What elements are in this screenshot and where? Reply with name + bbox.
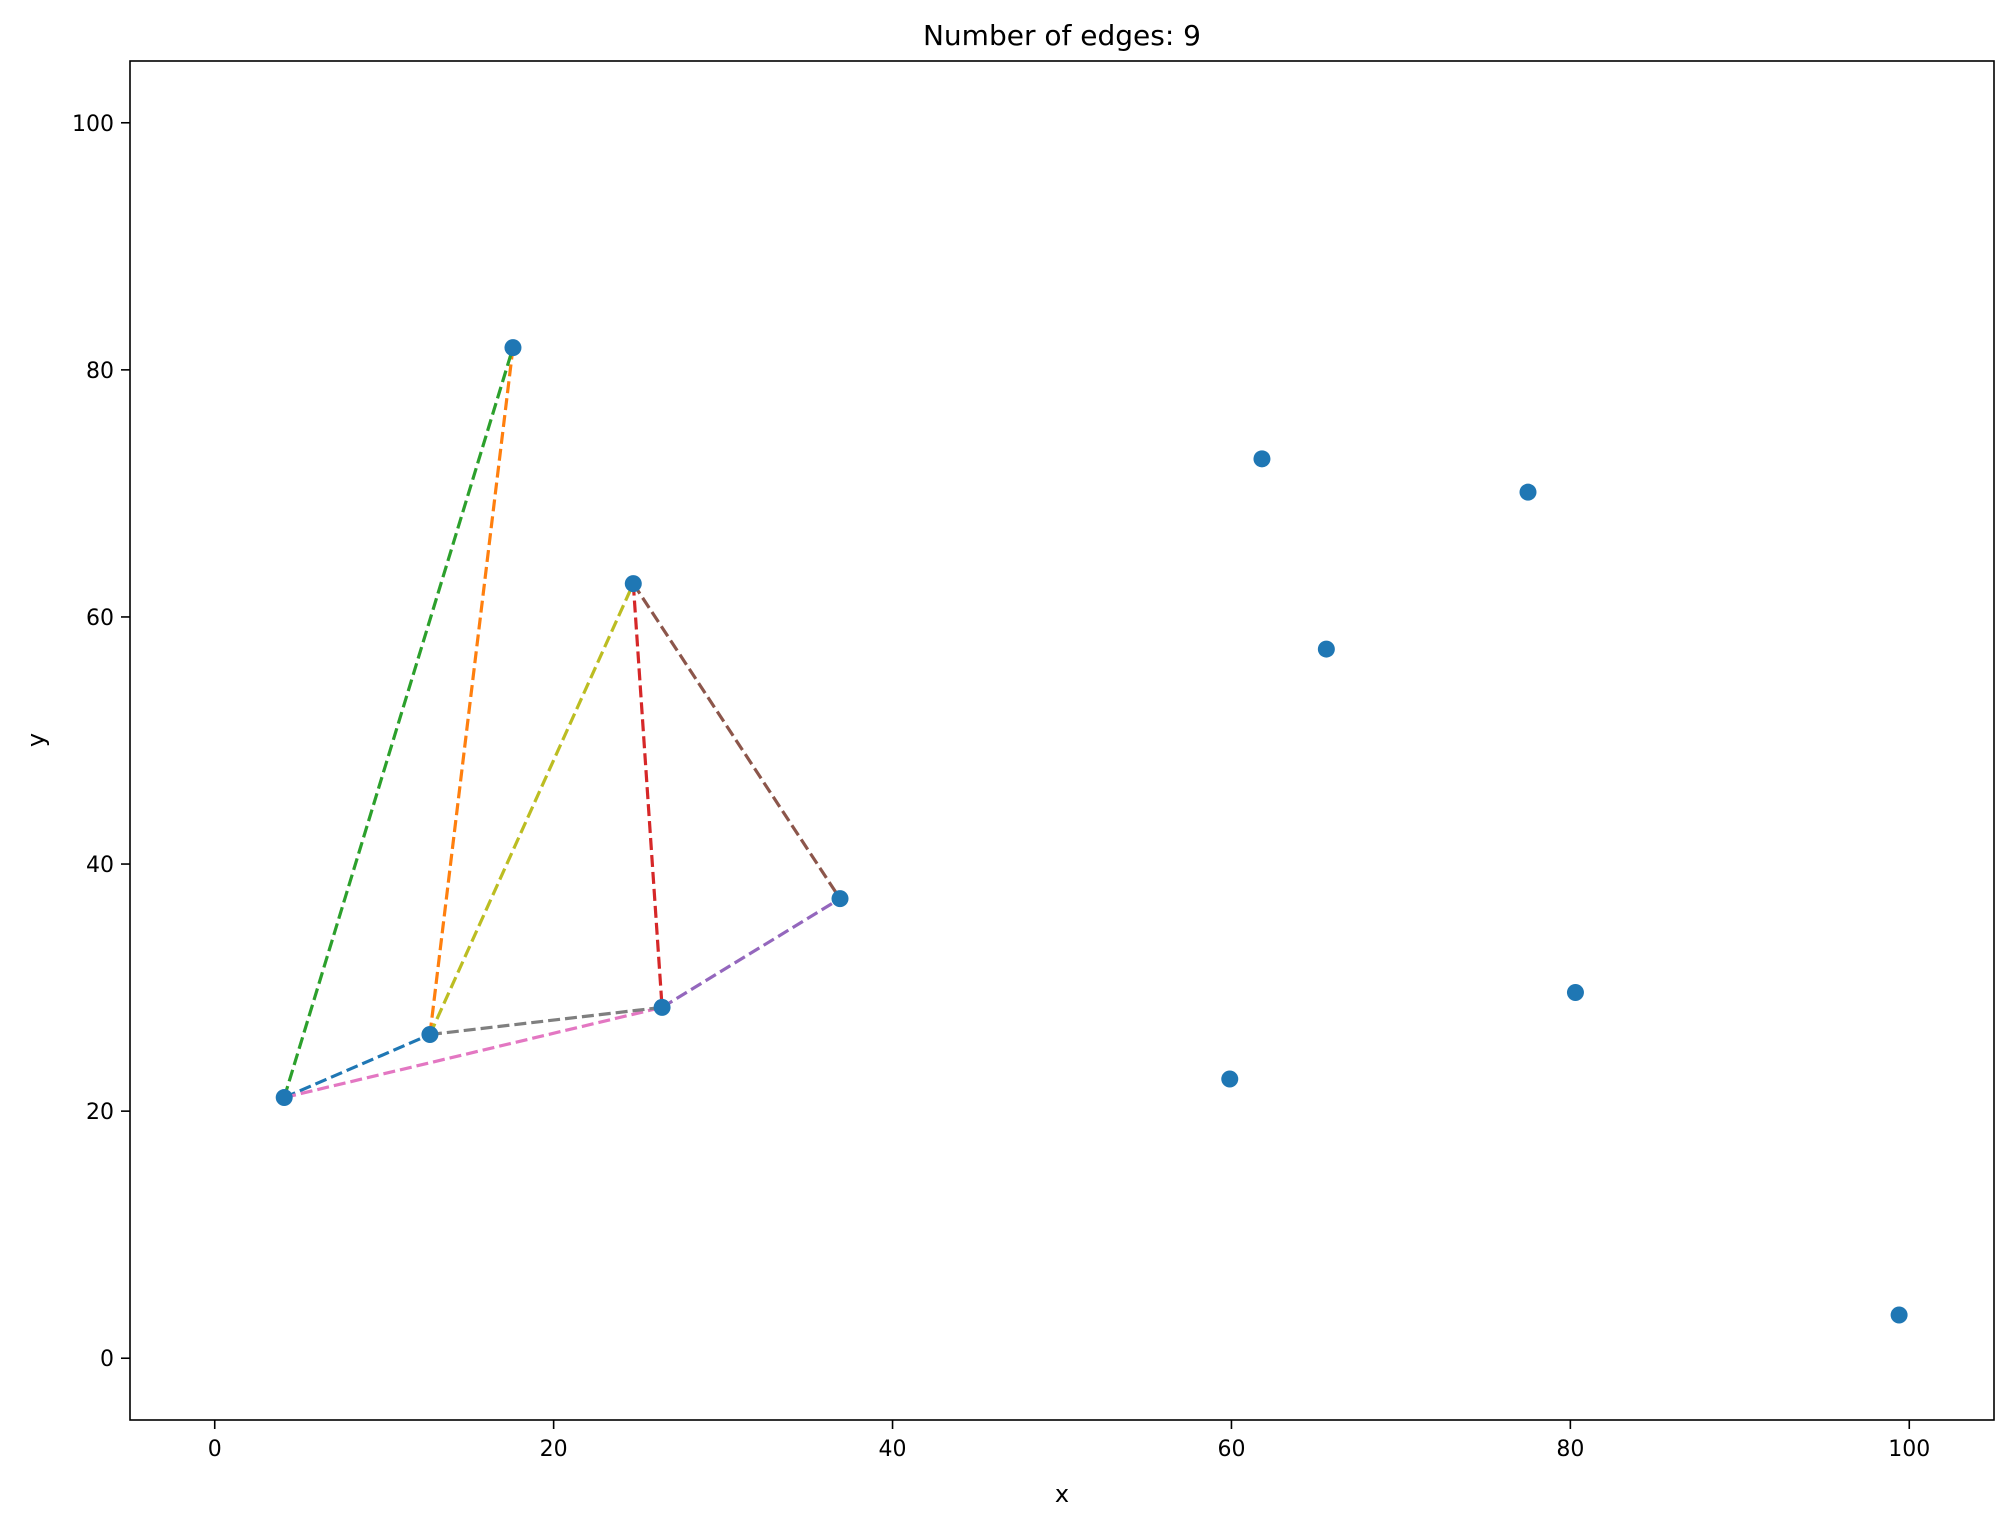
- plot-frame: [129, 60, 1995, 1421]
- data-point: [624, 575, 642, 593]
- data-point: [275, 1089, 293, 1107]
- x-tick-label: 100: [1888, 1437, 1930, 1462]
- edge-1-2: [428, 347, 515, 1035]
- data-point: [1890, 1306, 1908, 1324]
- edge-1-4: [429, 1005, 663, 1037]
- edges-layer: [282, 347, 842, 1100]
- chart-title: Number of edges: 9: [923, 19, 1201, 52]
- x-tick-label: 20: [540, 1437, 568, 1462]
- x-tick-label: 40: [879, 1437, 907, 1462]
- edge-1-3: [428, 582, 635, 1036]
- data-point: [653, 998, 671, 1016]
- data-point: [831, 890, 849, 908]
- edge-0-1: [283, 1033, 431, 1100]
- y-tick-label: 40: [86, 853, 114, 878]
- edge-0-2: [282, 347, 515, 1099]
- y-tick-label: 0: [100, 1347, 114, 1372]
- y-axis-label: y: [22, 733, 50, 747]
- data-point: [1519, 483, 1537, 501]
- y-tick-label: 80: [86, 359, 114, 384]
- y-tick-label: 60: [86, 606, 114, 631]
- x-axis: 0 20 40 60 80 100: [208, 1420, 1930, 1462]
- y-tick-label: 20: [86, 1100, 114, 1125]
- x-tick-label: 60: [1217, 1437, 1245, 1462]
- data-point: [1566, 984, 1584, 1002]
- data-point: [1317, 640, 1335, 658]
- data-point: [1253, 450, 1271, 468]
- edge-3-5: [631, 582, 842, 900]
- x-tick-label: 0: [208, 1437, 222, 1462]
- data-point: [421, 1026, 439, 1044]
- points-layer: [275, 339, 1908, 1324]
- data-point: [1221, 1070, 1239, 1088]
- x-tick-label: 80: [1556, 1437, 1584, 1462]
- x-axis-label: x: [1055, 1480, 1069, 1508]
- edge-0-4: [283, 1005, 663, 1100]
- y-tick-label: 100: [72, 112, 114, 137]
- edge-3-4: [631, 583, 664, 1008]
- edge-4-5: [661, 897, 841, 1009]
- data-point: [504, 339, 522, 357]
- y-axis: 0 20 40 60 80 100: [72, 112, 130, 1372]
